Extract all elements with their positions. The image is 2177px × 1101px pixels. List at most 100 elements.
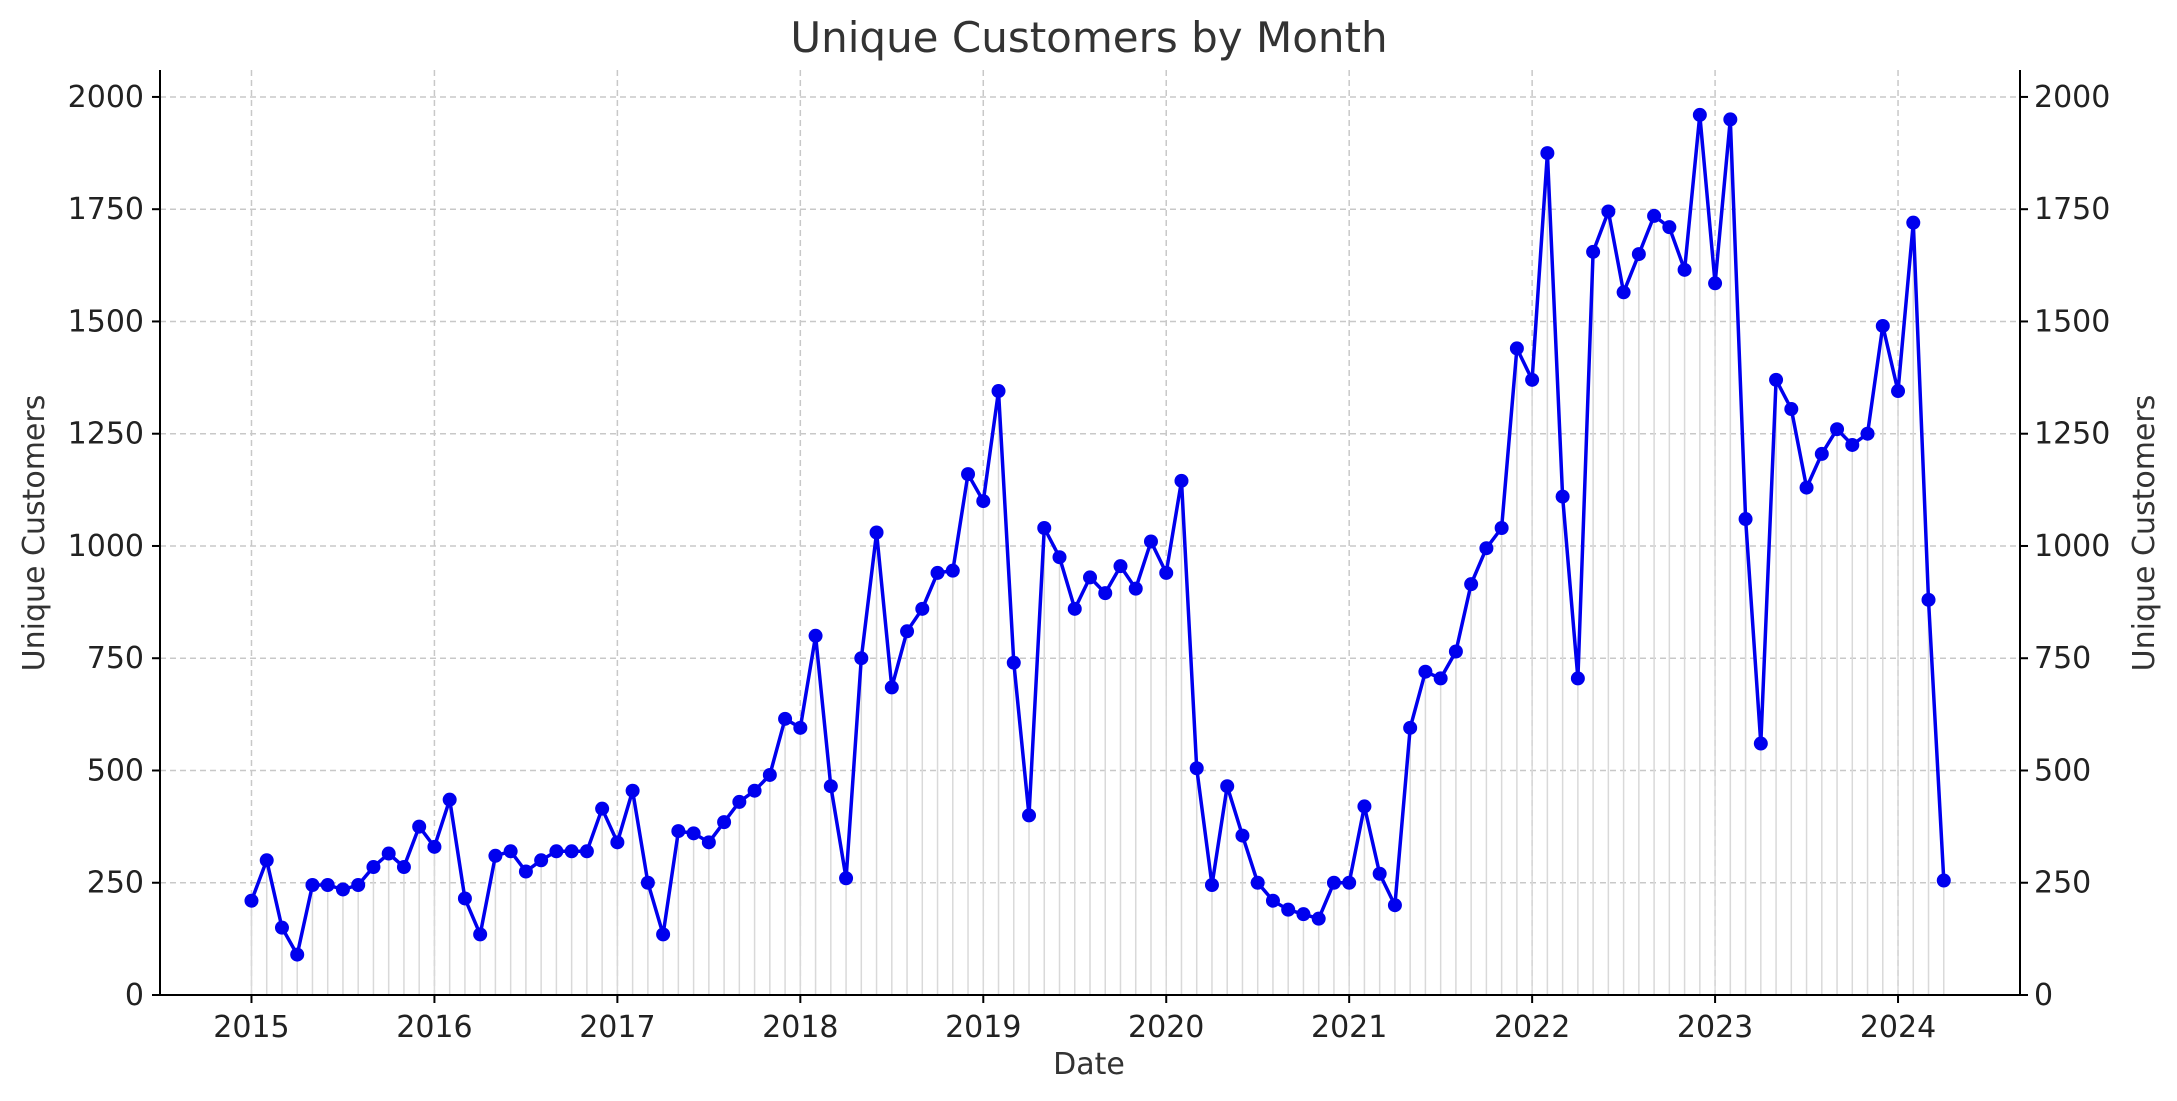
data-point (1326, 875, 1341, 890)
data-point (747, 783, 762, 798)
data-point (473, 927, 488, 942)
data-point (1022, 808, 1037, 823)
y-tick-label-right: 2000 (2034, 80, 2110, 115)
data-point (1006, 655, 1021, 670)
y-axis-label-right: Unique Customers (2127, 395, 2162, 672)
data-point (381, 846, 396, 861)
x-tick-label: 2022 (1494, 1010, 1570, 1045)
data-point (686, 826, 701, 841)
y-tick-label: 1250 (68, 417, 144, 452)
data-point (976, 494, 991, 509)
data-point (1723, 112, 1738, 127)
data-point (335, 882, 350, 897)
y-tick-label-right: 1000 (2034, 529, 2110, 564)
data-point (610, 835, 625, 850)
data-point (1479, 541, 1494, 556)
data-point (1677, 262, 1692, 277)
marker-layer (244, 107, 1951, 962)
data-point (656, 927, 671, 942)
data-point (564, 844, 579, 859)
data-point (884, 680, 899, 695)
x-tick-label: 2015 (213, 1010, 289, 1045)
data-point (503, 844, 518, 859)
data-point (1433, 671, 1448, 686)
data-point (1906, 215, 1921, 230)
data-point (1509, 341, 1524, 356)
data-point (351, 877, 366, 892)
data-point (1753, 736, 1768, 751)
data-point (1692, 107, 1707, 122)
data-point (427, 839, 442, 854)
data-point (579, 844, 594, 859)
x-tick-label: 2020 (1128, 1010, 1204, 1045)
data-point (1662, 220, 1677, 235)
data-point (808, 628, 823, 643)
data-point (1769, 372, 1784, 387)
data-point (1647, 208, 1662, 223)
data-point (1631, 247, 1646, 262)
y-tick-label-right: 250 (2034, 866, 2091, 901)
data-point (1357, 799, 1372, 814)
y-tick-label: 1000 (68, 529, 144, 564)
line-layer (249, 113, 1946, 957)
x-tick-label: 2024 (1860, 1010, 1936, 1045)
y-tick-label: 500 (87, 753, 144, 788)
data-point (549, 844, 564, 859)
stem-layer (250, 114, 1945, 995)
y-tick-label-right: 750 (2034, 641, 2091, 676)
data-point (1372, 866, 1387, 881)
data-point (1143, 534, 1158, 549)
data-point (869, 525, 884, 540)
y-axis-label: Unique Customers (17, 395, 52, 672)
data-point (1555, 489, 1570, 504)
data-point (915, 601, 930, 616)
data-point (488, 848, 503, 863)
data-point (442, 792, 457, 807)
x-tick-label: 2016 (396, 1010, 472, 1045)
data-point (305, 877, 320, 892)
chart-title: Unique Customers by Month (790, 13, 1387, 62)
data-point (1814, 446, 1829, 461)
data-point (1189, 761, 1204, 776)
data-point (701, 835, 716, 850)
axes-layer: 0 250 500 750 1000 1250 1500 1750 2000 0 250 500 750… (68, 70, 2110, 1045)
data-point (1067, 601, 1082, 616)
x-tick-label: 2021 (1311, 1010, 1387, 1045)
data-point (396, 860, 411, 875)
data-point (1418, 664, 1433, 679)
data-point (1875, 318, 1890, 333)
data-point (595, 801, 610, 816)
data-point (1296, 907, 1311, 922)
data-point (625, 783, 640, 798)
data-point (1250, 875, 1265, 890)
x-tick-label: 2017 (579, 1010, 655, 1045)
data-point (534, 853, 549, 868)
data-point (1083, 570, 1097, 585)
data-point (1586, 244, 1601, 259)
data-point (1936, 873, 1951, 888)
data-point (1601, 204, 1616, 219)
data-point (1570, 671, 1585, 686)
data-point (1052, 550, 1067, 565)
data-point (1159, 565, 1174, 580)
data-point (991, 384, 1006, 399)
data-point (1860, 426, 1875, 441)
data-point (1220, 779, 1235, 794)
data-point (1784, 402, 1799, 417)
x-tick-label: 2023 (1677, 1010, 1753, 1045)
data-point (1098, 586, 1113, 601)
data-point (366, 860, 381, 875)
data-point (1113, 559, 1128, 574)
data-point (640, 875, 655, 890)
data-point (1616, 285, 1631, 300)
data-point (900, 624, 915, 639)
y-tick-label: 250 (87, 866, 144, 901)
x-axis-label: Date (1053, 1047, 1125, 1082)
data-point (1403, 720, 1418, 735)
data-point (1708, 276, 1723, 291)
y-tick-label: 1500 (68, 304, 144, 339)
data-point (412, 819, 427, 834)
data-point (839, 871, 854, 886)
y-tick-label: 0 (125, 978, 144, 1013)
